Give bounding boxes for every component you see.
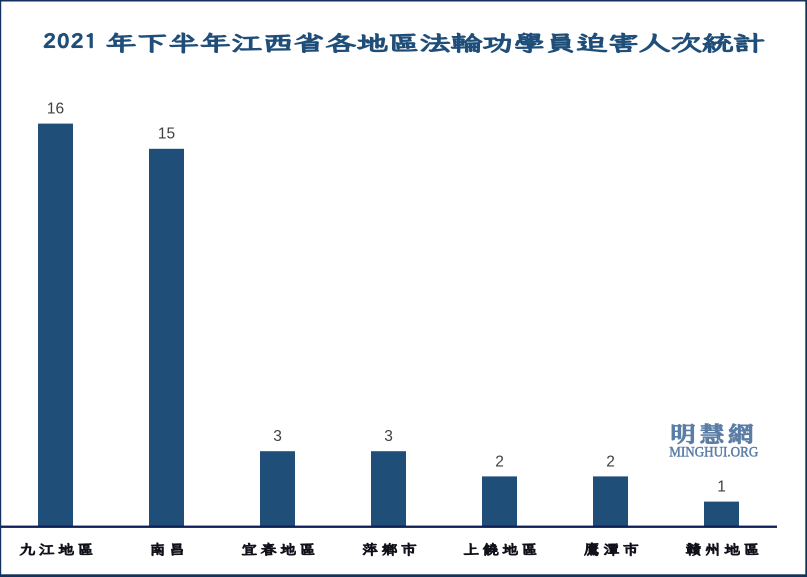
svg-text:16: 16 (47, 101, 64, 118)
svg-text:15: 15 (158, 126, 175, 143)
svg-text:2: 2 (495, 453, 504, 470)
svg-text:2: 2 (606, 453, 615, 470)
svg-text:MINGHUI.ORG: MINGHUI.ORG (669, 444, 758, 460)
svg-text:3: 3 (273, 428, 282, 445)
svg-text:1: 1 (717, 479, 726, 496)
svg-text:3: 3 (384, 428, 393, 445)
